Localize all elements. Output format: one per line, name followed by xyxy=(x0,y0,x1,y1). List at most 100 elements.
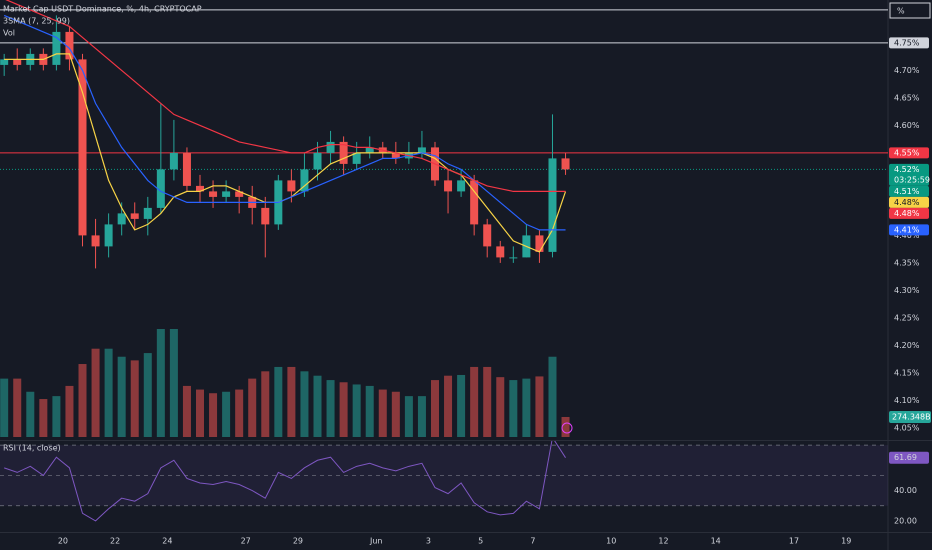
candle-body xyxy=(91,235,100,247)
price-label: 4.52% xyxy=(894,165,920,174)
volume-bar xyxy=(430,380,439,437)
rsi-pane xyxy=(0,441,888,522)
x-tick-label: 20 xyxy=(58,537,68,546)
volume-bar xyxy=(91,348,100,437)
volume-bar xyxy=(404,396,413,437)
percent-button-label[interactable]: % xyxy=(897,7,905,16)
volume-bar xyxy=(39,399,48,437)
price-label: 4.51% xyxy=(894,187,920,196)
volume-bar xyxy=(182,385,191,437)
y-tick-label: 4.35% xyxy=(894,258,920,267)
volume-bar xyxy=(287,366,296,437)
volume-bar xyxy=(222,391,231,437)
x-tick-label: 14 xyxy=(711,537,721,546)
candle-body xyxy=(222,191,231,197)
candle-body xyxy=(509,257,518,259)
y-tick-label: 4.05% xyxy=(894,423,920,432)
volume-bar xyxy=(130,360,139,437)
x-tick-label: Jun xyxy=(369,537,383,546)
candle-body xyxy=(13,59,22,65)
rsi-value-label: 61.69 xyxy=(894,453,917,462)
candle-body xyxy=(365,147,374,153)
candle-body xyxy=(470,180,479,225)
price-label: 4.75% xyxy=(894,38,920,47)
candle-body xyxy=(156,169,165,208)
volume-bar xyxy=(169,329,178,437)
y-tick-label: 4.15% xyxy=(894,368,920,377)
candle-body xyxy=(352,152,361,164)
volume-bar xyxy=(0,378,9,437)
volume-bar xyxy=(457,374,466,437)
candle-body xyxy=(483,224,492,247)
volume-bar xyxy=(561,416,570,437)
x-tick-label: 3 xyxy=(426,537,431,546)
volume-bar xyxy=(313,375,322,437)
percent-button[interactable] xyxy=(889,2,931,19)
x-tick-label: 24 xyxy=(162,537,172,546)
volume-bar xyxy=(196,389,205,437)
y-tick-label: 4.25% xyxy=(894,313,920,322)
candle-body xyxy=(0,59,9,65)
rsi-tick-label: 20.00 xyxy=(894,516,917,525)
candle-body xyxy=(287,180,296,192)
candle-body xyxy=(52,31,61,65)
price-label: 4.55% xyxy=(894,148,920,157)
volume-bar xyxy=(535,376,544,437)
indicator-label: 3SMA (7, 25, 99) xyxy=(3,17,70,26)
candle-body xyxy=(143,207,152,219)
volume-bar xyxy=(261,371,270,437)
volume-bar xyxy=(339,382,348,437)
y-tick-label: 4.10% xyxy=(894,396,920,405)
x-tick-label: 22 xyxy=(110,537,120,546)
volume-bar xyxy=(209,393,218,437)
y-tick-label: 4.65% xyxy=(894,93,920,102)
x-tick-label: 29 xyxy=(293,537,303,546)
volume-label-box xyxy=(889,410,931,423)
volume-bar xyxy=(13,378,22,437)
volume-bar xyxy=(470,366,479,437)
volume-bar xyxy=(496,377,505,437)
price-label-box xyxy=(889,37,929,49)
volume-bar xyxy=(378,389,387,437)
volume-value-label: 274.348B xyxy=(892,412,931,421)
volume-bar xyxy=(417,396,426,437)
x-tick-label: 10 xyxy=(606,537,616,546)
candle-body xyxy=(169,152,178,170)
candle-body xyxy=(130,213,139,219)
candle-body xyxy=(196,185,205,192)
volume-bar xyxy=(117,356,126,437)
volume-bar xyxy=(235,389,244,437)
volume-bar xyxy=(548,356,557,437)
volume-bar xyxy=(326,380,335,437)
price-pane xyxy=(0,0,888,437)
volume-bar xyxy=(365,385,374,437)
chart-title: Market Cap USDT Dominance, %, 4h, CRYPTO… xyxy=(3,5,202,14)
candle-body xyxy=(417,147,426,153)
x-tick-label: 5 xyxy=(478,537,483,546)
candle-body xyxy=(313,152,322,170)
candle-body xyxy=(235,191,244,197)
volume-bar xyxy=(483,366,492,437)
alert-icon[interactable] xyxy=(561,422,573,434)
price-label-box xyxy=(889,147,929,159)
volume-bar xyxy=(391,391,400,437)
volume-bar xyxy=(143,353,152,437)
candle-body xyxy=(78,59,87,236)
candle-body xyxy=(326,141,335,153)
volume-bar xyxy=(156,329,165,437)
price-label-box xyxy=(889,185,929,197)
candle-body xyxy=(300,169,309,192)
candle-body xyxy=(117,213,126,225)
ma-line xyxy=(3,14,566,231)
volume-bar xyxy=(26,391,35,437)
volume-bar xyxy=(104,348,113,437)
rsi-tick-label: 40.00 xyxy=(894,486,917,495)
candle-body xyxy=(209,191,218,197)
candle-body xyxy=(261,207,270,225)
volume-bar xyxy=(352,384,361,437)
volume-bar xyxy=(65,385,74,437)
volume-bar xyxy=(248,378,257,437)
volume-bar xyxy=(509,380,518,437)
